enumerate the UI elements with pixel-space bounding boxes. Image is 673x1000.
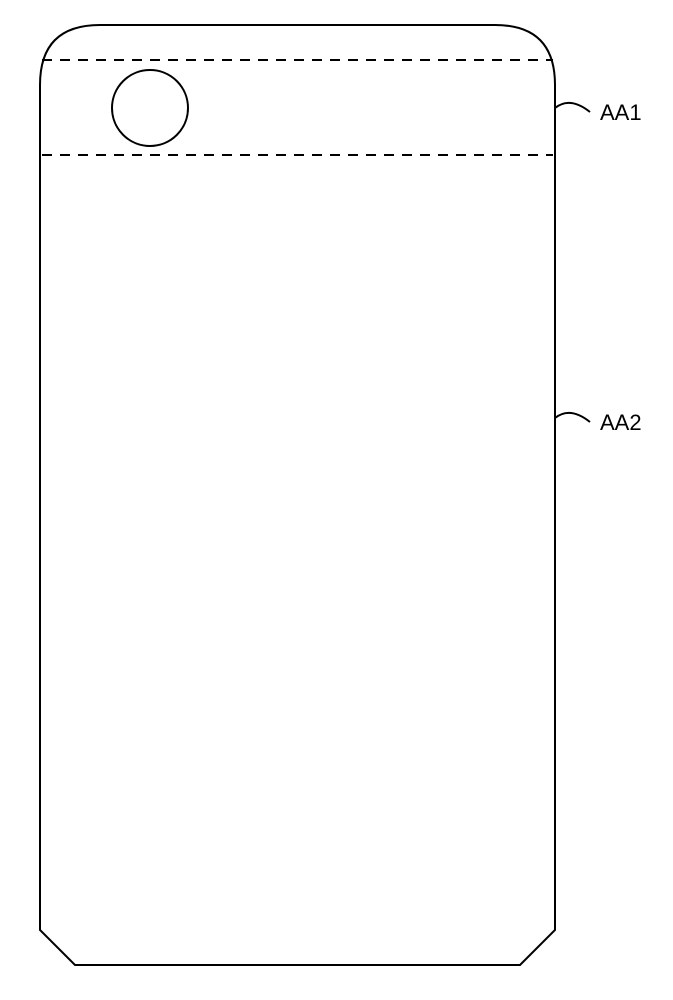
- label-aa2: AA2: [600, 410, 642, 435]
- leader-aa2: [555, 413, 590, 422]
- camera-hole: [112, 70, 188, 146]
- label-aa1: AA1: [600, 100, 642, 125]
- diagram-svg: AA1 AA2: [0, 0, 673, 1000]
- device-outline: [40, 25, 555, 965]
- leader-aa1: [555, 103, 590, 112]
